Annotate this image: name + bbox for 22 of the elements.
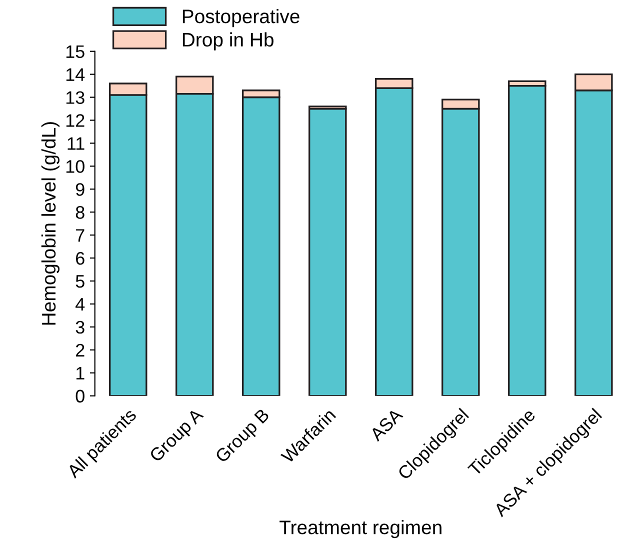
y-tick-label: 0 <box>76 390 84 403</box>
x-axis-title: Treatment regimen <box>280 520 442 538</box>
y-tick-label: 13 <box>66 91 84 104</box>
y-tick-label: 15 <box>66 45 84 58</box>
y-tick-label: 4 <box>76 298 85 311</box>
y-tick-label: 7 <box>76 229 84 242</box>
y-tick-label: 6 <box>76 252 84 265</box>
bar <box>308 108 347 396</box>
y-tick-label: 2 <box>76 344 84 356</box>
y-tick-label: 5 <box>76 275 84 288</box>
y-tick-label: 10 <box>66 160 84 173</box>
legend-label: Drop in Hb <box>182 32 274 50</box>
y-tick-label: 3 <box>76 320 84 334</box>
y-tick-label: 11 <box>68 137 84 150</box>
y-tick-label: 14 <box>66 68 85 81</box>
y-tick-label: 12 <box>66 114 84 127</box>
y-tick-label: 1 <box>76 367 84 380</box>
y-tick-label: 9 <box>76 183 84 196</box>
y-axis-title: Hemoglobin level (g/dL) <box>41 122 60 325</box>
y-tick-label: 8 <box>76 206 84 219</box>
legend-label: Postoperative <box>182 9 300 28</box>
bar <box>508 84 546 396</box>
